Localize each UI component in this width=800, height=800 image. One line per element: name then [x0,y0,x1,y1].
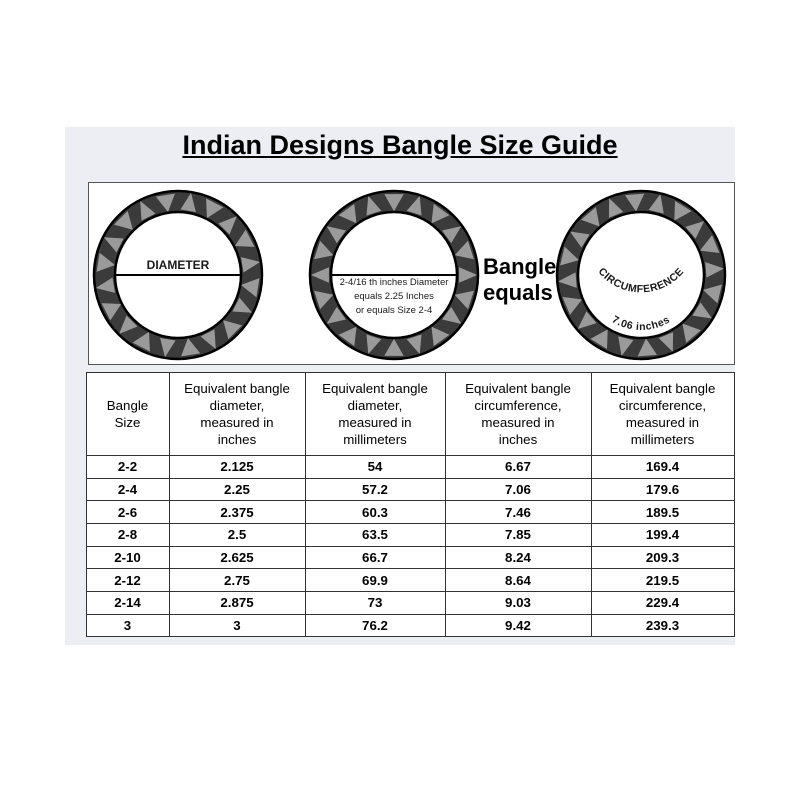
svg-text:DIAMETER: DIAMETER [147,258,210,272]
svg-text:CIRCUMFERENCE: CIRCUMFERENCE [596,266,687,296]
svg-text:7.06 inches: 7.06 inches [610,314,672,334]
svg-text:equals 2.25 Inches: equals 2.25 Inches [354,291,434,302]
svg-text:or equals Size 2-4: or equals Size 2-4 [356,305,433,316]
svg-text:2-4/16 th inches Diameter: 2-4/16 th inches Diameter [340,277,449,288]
